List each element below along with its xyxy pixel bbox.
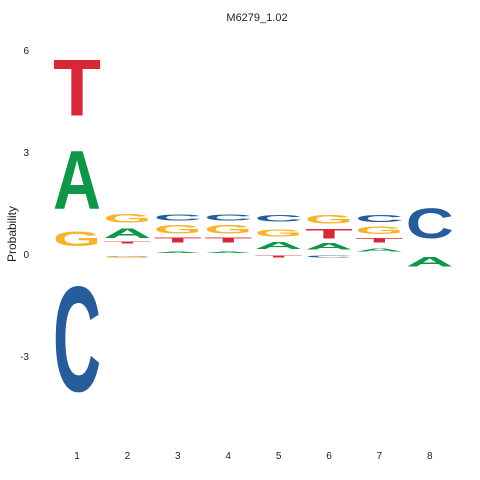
logo-letter-c-pos-6: C — [305, 255, 353, 258]
logo-letter-t-pos-2: T — [103, 241, 151, 244]
logo-letter-c-pos-3: C — [154, 213, 202, 222]
logo-letter-a-pos-4: A — [204, 251, 252, 253]
logo-letter-a-pos-1: A — [53, 133, 101, 226]
logo-letter-t-pos-6: T — [305, 226, 353, 241]
chart-title: M6279_1.02 — [226, 12, 287, 24]
y-tick-label: 0 — [23, 250, 29, 261]
logo-letter-g-pos-7: G — [355, 225, 403, 237]
x-tick-label: 8 — [427, 451, 433, 462]
logo-letter-a-pos-8: A — [406, 254, 454, 269]
logo-letter-c-pos-5: C — [255, 213, 303, 223]
logo-letter-a-pos-6: A — [305, 242, 353, 252]
logo-letter-g-pos-6: G — [305, 213, 353, 226]
logo-letter-c-pos-4: C — [204, 213, 252, 222]
logo-letter-t-pos-5: T — [255, 255, 303, 258]
logo-letter-g-pos-1: G — [53, 227, 101, 251]
logo-letter-g-pos-2: G — [103, 256, 151, 258]
logo-letter-g-pos-2: G — [103, 212, 151, 225]
x-tick-label: 2 — [125, 451, 131, 462]
logo-letter-t-pos-4: T — [204, 236, 252, 244]
logo-letter-a-pos-5: A — [255, 241, 303, 252]
logo-letter-g-pos-5: G — [255, 228, 303, 239]
x-tick-label: 1 — [74, 451, 80, 462]
logo-letter-c-pos-8: C — [406, 200, 454, 247]
logo-letter-c-pos-7: C — [355, 213, 403, 224]
y-tick-label: -3 — [20, 352, 29, 363]
x-tick-label: 3 — [175, 451, 181, 462]
x-tick-label: 5 — [276, 451, 282, 462]
logo-letter-g-pos-4: G — [204, 223, 252, 236]
logo-letter-t-pos-1: T — [53, 43, 101, 133]
x-axis-ticks: 1 2 3 4 5 6 7 8 — [74, 451, 433, 462]
y-axis-ticks: -3 0 3 6 — [20, 46, 29, 363]
logo-letter-a-pos-2: A — [103, 225, 151, 241]
y-tick-label: 3 — [23, 148, 29, 159]
logo-letter-c-pos-1: C — [53, 255, 101, 423]
y-tick-label: 6 — [23, 46, 29, 57]
logo-letter-g-pos-3: G — [154, 223, 202, 236]
x-tick-label: 6 — [326, 451, 332, 462]
logo-letter-t-pos-7: T — [355, 236, 403, 243]
logo-letter-c-pos-2: C — [103, 256, 151, 258]
logo-letter-a-pos-7: A — [355, 248, 403, 253]
y-axis-label: Probability — [5, 206, 19, 262]
x-tick-label: 4 — [225, 451, 231, 462]
x-tick-label: 7 — [377, 451, 383, 462]
logo-letter-t-pos-3: T — [154, 236, 202, 244]
logo-letter-a-pos-3: A — [154, 251, 202, 253]
